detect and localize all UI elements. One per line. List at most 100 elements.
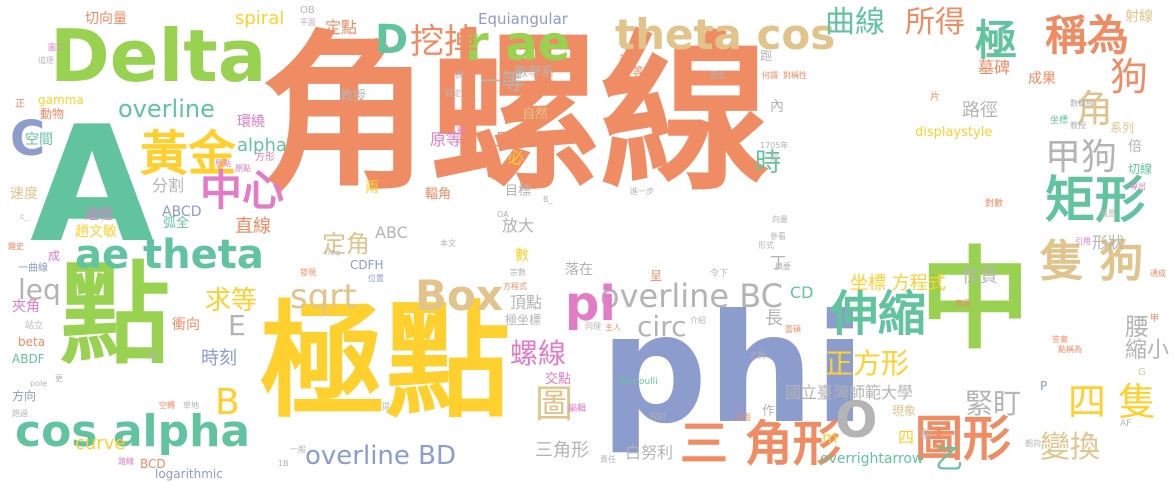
word-143: 知: [148, 351, 158, 362]
word-141: 成: [48, 249, 61, 263]
word-29: 極: [975, 16, 1018, 65]
word-36: 變換: [1040, 430, 1100, 465]
word-65: 路徑: [962, 100, 998, 121]
word-137: P: [1040, 379, 1048, 393]
word-15: 伸縮: [830, 286, 927, 342]
word-12: r ae: [465, 16, 571, 72]
word-32: 狗: [1110, 55, 1149, 99]
word-98: 夾角: [12, 299, 40, 315]
word-84: 呈現: [495, 130, 528, 149]
word-100: beta: [18, 335, 46, 349]
word-155: 乙狗: [750, 351, 766, 360]
word-82: 必: [508, 148, 525, 167]
word-14: overline BD: [305, 441, 457, 471]
word-184: 草地: [183, 401, 199, 410]
word-102: 方向: [12, 389, 37, 403]
word-9: Box: [415, 271, 503, 320]
word-51: E: [228, 309, 246, 342]
word-72: 時刻: [201, 348, 237, 369]
word-87: 教授: [340, 89, 367, 104]
word-62: 頂點: [510, 293, 543, 312]
word-105: 系列: [1110, 121, 1135, 135]
word-80: 長: [765, 308, 783, 329]
word-101: ABDF: [12, 352, 45, 366]
word-74: CD: [790, 283, 814, 302]
word-34: 四 隻: [1068, 380, 1157, 424]
word-144: pole: [30, 379, 48, 388]
word-41: 定角: [322, 230, 370, 258]
word-107: 切線: [1128, 162, 1153, 176]
word-42: 求等: [205, 286, 258, 316]
word-109: 落在: [565, 262, 593, 278]
word-81: 丁: [770, 253, 787, 272]
word-158: 同理: [585, 322, 601, 331]
word-136: G: [1138, 367, 1146, 378]
word-128: 片: [930, 92, 940, 103]
word-125: 向量: [772, 215, 788, 224]
word-183: 鳳凰: [1100, 209, 1116, 218]
word-67: 性質: [962, 266, 998, 287]
word-176: 圖二: [48, 43, 64, 52]
word-132: 引用: [1075, 237, 1091, 246]
word-22: pi: [565, 276, 616, 332]
word-165: 對數: [985, 199, 1004, 209]
word-47: 一等: [480, 70, 525, 95]
word-175: 對稱性: [783, 71, 807, 80]
word-117: 自然: [522, 107, 549, 122]
word-157: 主人: [605, 323, 621, 332]
word-130: 坐標: [1050, 116, 1069, 126]
word-148: 一般: [290, 445, 306, 454]
word-70: 放大: [502, 216, 535, 235]
word-71: 分割: [152, 176, 185, 195]
word-88: 切向量: [85, 11, 127, 27]
word-135: AF: [1120, 419, 1132, 429]
word-129: 數螺線: [1070, 99, 1094, 108]
word-4: 點: [60, 251, 170, 379]
word-56: Bernoulli: [618, 377, 658, 387]
word-139: 導出: [1130, 182, 1146, 191]
word-20: 黃金: [140, 126, 237, 182]
word-94: 過程: [85, 207, 113, 223]
word-7: cos alpha: [15, 406, 251, 457]
word-118: 現象: [892, 404, 917, 418]
word-131: 教授: [1070, 121, 1086, 130]
word-180: 通成: [1150, 269, 1166, 278]
word-16: 矩形: [1045, 171, 1145, 229]
word-122: 方形: [255, 152, 275, 163]
word-43: 正方形: [825, 347, 910, 380]
word-123: 原點: [215, 159, 231, 168]
word-93: 速度: [10, 186, 38, 202]
word-92: 環繞: [237, 114, 265, 130]
word-39: 螺線: [510, 337, 567, 370]
word-127: 歷史: [710, 71, 726, 80]
word-59: displaystyle: [915, 125, 993, 140]
word-159: 宗數: [510, 268, 526, 277]
word-142: 站立: [25, 321, 44, 331]
word-0: 角螺線: [260, 16, 771, 214]
word-58: overrightarrow: [820, 451, 924, 467]
word-121: 跑: [760, 49, 773, 63]
word-126: 短: [770, 154, 780, 164]
word-191: OA: [497, 210, 509, 219]
word-8: ae theta: [75, 232, 264, 278]
word-60: 坐標 方程式: [850, 273, 946, 294]
word-35: 緊盯: [965, 387, 1022, 420]
word-78: 前: [920, 427, 933, 441]
word-18: 圖形: [915, 411, 1012, 467]
word-50: B: [215, 382, 240, 423]
word-40: overline: [118, 95, 215, 123]
word-133: 直角: [955, 299, 971, 308]
word-86: 數學系: [515, 65, 555, 80]
word-156: 蕾碩: [785, 325, 801, 334]
word-189: 呈: [650, 269, 663, 283]
word-79: m: [822, 428, 838, 447]
word-112: 目標: [505, 184, 532, 199]
word-162: 摘要: [775, 262, 791, 271]
word-10: sqrt: [290, 277, 357, 317]
word-31: 角: [1075, 87, 1114, 131]
word-25: D: [375, 17, 409, 63]
word-85: 原等: [430, 130, 463, 149]
word-171: 說: [455, 71, 465, 81]
word-108: CDFH: [350, 258, 384, 272]
